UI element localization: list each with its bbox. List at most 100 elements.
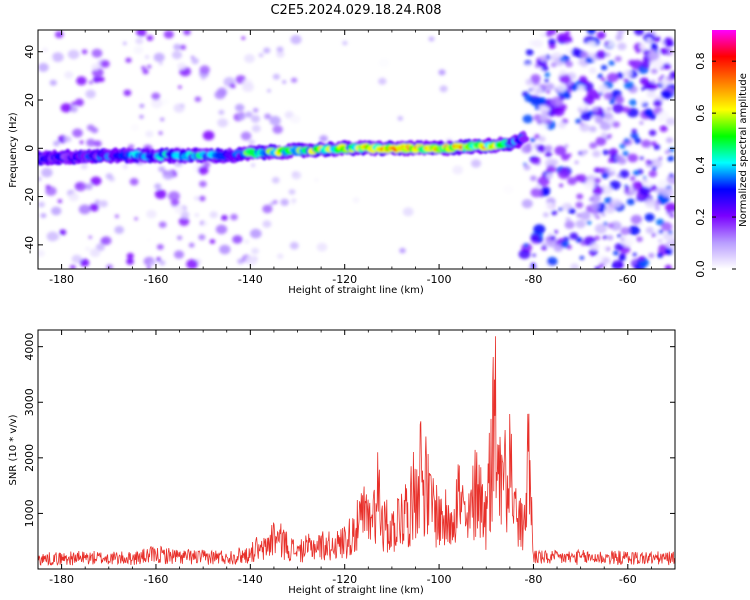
noise-blob: [660, 78, 671, 87]
noise-blob: [174, 205, 185, 214]
noise-blob: [558, 121, 567, 129]
x-tick-label: -140: [238, 273, 263, 286]
noise-blob: [158, 166, 166, 173]
snr-series-line: [38, 336, 675, 567]
noise-blob: [85, 246, 90, 251]
noise-blob: [610, 198, 622, 208]
noise-blob: [545, 151, 552, 158]
noise-blob: [562, 168, 567, 171]
noise-blob: [38, 249, 45, 257]
noise-blob: [88, 235, 93, 239]
noise-blob: [176, 235, 183, 240]
noise-blob: [378, 58, 390, 68]
noise-blob: [80, 163, 88, 170]
noise-blob: [151, 92, 161, 101]
noise-blob: [289, 241, 299, 250]
noise-blob: [126, 252, 134, 259]
heatmap-axes: -180 -160 -140 -120 -100 -80 -60 -40 -20 0 20 40: [23, 30, 676, 286]
noise-blob: [559, 183, 564, 188]
noise-blob: [622, 150, 629, 157]
noise-blob: [590, 194, 601, 203]
heatmap-ylabel: Frequency (Hz): [8, 112, 19, 188]
noise-blob: [632, 170, 640, 176]
noise-blob: [219, 244, 231, 255]
noise-blob: [199, 180, 207, 188]
noise-blob: [660, 75, 665, 79]
noise-blob: [276, 253, 284, 260]
noise-blob: [503, 185, 514, 195]
noise-blob: [575, 237, 583, 243]
noise-blob: [642, 178, 648, 183]
noise-blob: [636, 236, 643, 242]
noise-blob: [570, 263, 579, 269]
x-tick-label: -140: [238, 573, 263, 586]
noise-blob: [276, 50, 285, 58]
noise-blob: [159, 62, 163, 65]
noise-blob: [146, 35, 154, 41]
noise-blob: [589, 142, 598, 149]
noise-blob: [658, 77, 663, 82]
noise-blob: [242, 82, 254, 92]
noise-blob: [173, 250, 185, 259]
noise-blob: [623, 236, 635, 247]
noise-blob: [64, 71, 74, 79]
noise-blob: [86, 124, 95, 131]
noise-blob: [653, 36, 661, 43]
noise-blob: [267, 89, 271, 93]
noise-blob: [567, 153, 572, 157]
noise-blob: [669, 173, 674, 178]
noise-blob: [617, 157, 627, 165]
x-tick-label: -160: [143, 273, 168, 286]
y-tick-label: 2000: [23, 444, 36, 472]
noise-blob: [594, 116, 604, 124]
x-tick-label: -180: [49, 573, 74, 586]
noise-blob: [667, 155, 675, 162]
noise-blob: [194, 196, 199, 201]
noise-blob: [576, 80, 581, 84]
noise-blob: [291, 202, 295, 206]
noise-blob: [272, 200, 278, 205]
x-tick-label: -100: [427, 573, 452, 586]
noise-blob: [558, 207, 564, 211]
noise-blob: [161, 98, 170, 106]
noise-blob: [178, 85, 182, 89]
noise-blob: [88, 80, 93, 85]
noise-blob: [45, 184, 51, 190]
noise-blob: [617, 234, 622, 238]
noise-blob: [154, 183, 162, 190]
noise-blob: [598, 92, 603, 96]
noise-blob: [588, 174, 595, 181]
noise-blob: [627, 107, 639, 118]
noise-blob: [101, 236, 112, 246]
noise-blob: [94, 199, 101, 205]
noise-blob: [160, 117, 165, 122]
noise-blob: [230, 213, 238, 221]
noise-blob: [40, 213, 47, 219]
noise-blob: [570, 84, 578, 92]
noise-blob: [553, 107, 565, 117]
noise-blob: [248, 139, 255, 145]
noise-blob: [548, 38, 556, 46]
noise-blob: [392, 170, 401, 178]
noise-blob: [592, 185, 604, 196]
ridge-mid: [518, 135, 530, 143]
noise-blob: [564, 220, 575, 229]
noise-blob: [99, 200, 108, 208]
noise-blob: [136, 30, 147, 37]
noise-blob: [583, 150, 588, 154]
noise-blob: [630, 132, 639, 140]
noise-blob: [209, 239, 216, 244]
noise-blob: [601, 212, 606, 217]
noise-blob: [202, 221, 208, 227]
x-tick-label: -60: [619, 273, 637, 286]
noise-blob: [657, 239, 663, 243]
y-tick-label: -20: [23, 188, 36, 206]
y-tick-label: 3000: [23, 388, 36, 416]
noise-blob: [549, 55, 556, 61]
noise-blob: [521, 199, 533, 209]
noise-blob: [589, 125, 597, 133]
noise-blob: [173, 43, 181, 51]
noise-blob: [397, 116, 404, 121]
noise-blob: [575, 118, 582, 124]
noise-blob: [607, 107, 611, 111]
